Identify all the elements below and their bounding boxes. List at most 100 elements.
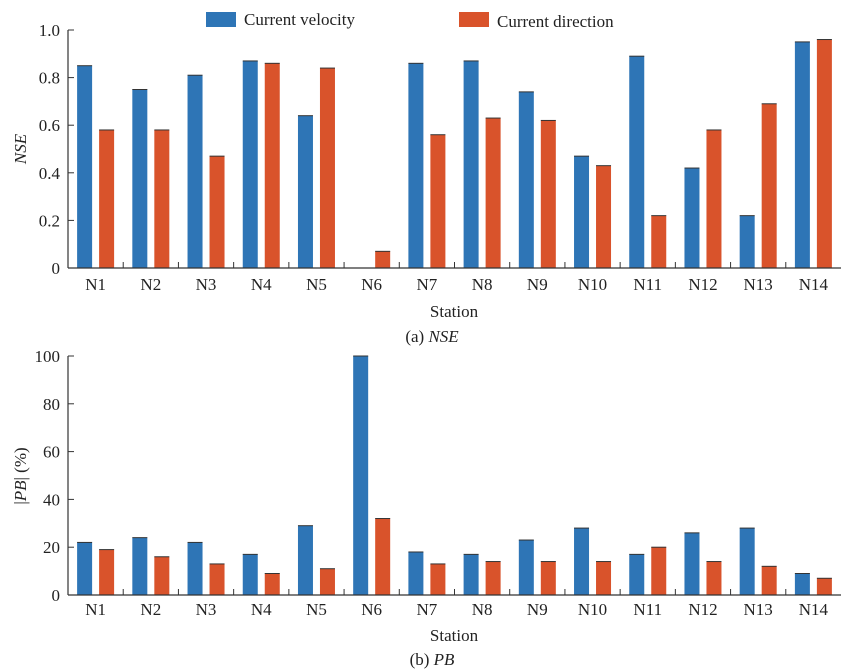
- legend-swatch-direction: [459, 12, 489, 27]
- panel-b-bar-velocity-n14: [794, 573, 810, 595]
- panel-a-x-tick-label-n11: N11: [633, 275, 662, 294]
- panel-b-bar-direction-n1: [99, 549, 115, 595]
- panel-b-bar-direction-n5: [319, 568, 335, 595]
- panel-b-y-tick-label: 40: [43, 490, 60, 509]
- panel-b-y-ticks: 0 20 40 60 80 100: [35, 347, 74, 605]
- panel-b-x-ticks: N1 N2 N3 N4 N5 N6 N7 N8 N9 N10 N11 N12 N13 N14: [85, 589, 829, 619]
- panel-a-bar-direction-n7: [430, 134, 446, 268]
- panel-a-y-tick-label: 0.8: [39, 69, 60, 88]
- panel-b-y-title-metric: PB: [11, 480, 30, 502]
- panel-a-bar-velocity-n13: [739, 215, 755, 268]
- panel-b-bar-direction-n2: [154, 556, 170, 595]
- panel-a-y-tick-label: 0: [52, 259, 61, 278]
- panel-a-bar-direction-n1: [99, 129, 115, 268]
- panel-a-y-axis-title: NSE: [11, 133, 30, 165]
- panel-b-x-tick-label-n1: N1: [85, 600, 106, 619]
- panel-b-bar-direction-n13: [761, 566, 777, 595]
- panel-a-x-axis-title: Station: [430, 302, 479, 321]
- panel-a-bar-velocity-n9: [518, 91, 534, 268]
- panel-a-y-tick-label: 0.2: [39, 211, 60, 230]
- panel-a-bar-direction-n4: [264, 63, 280, 268]
- panel-b-x-tick-label-n10: N10: [578, 600, 607, 619]
- panel-a-caption: (a) NSE: [405, 327, 459, 346]
- panel-a-y-ticks: 0 0.2 0.4 0.6 0.8 1.0: [39, 21, 74, 278]
- panel-a-x-tick-label-n6: N6: [361, 275, 382, 294]
- legend: Current velocity Current direction: [206, 10, 614, 31]
- panel-b-bar-direction-n12: [706, 561, 722, 595]
- panel-b-x-tick-label-n7: N7: [417, 600, 438, 619]
- panel-b-x-tick-label-n8: N8: [472, 600, 493, 619]
- legend-label-direction: Current direction: [497, 12, 614, 31]
- panel-b-bar-velocity-n12: [684, 532, 700, 595]
- panel-b-y-axis-title: |PB| (%): [11, 447, 30, 504]
- panel-a-y-tick-label: 0.4: [39, 164, 61, 183]
- panel-a-bar-velocity-n3: [187, 75, 203, 268]
- panel-a-bar-velocity-n8: [463, 60, 479, 268]
- panel-a-bar-direction-n2: [154, 129, 170, 268]
- panel-b-x-tick-label-n13: N13: [744, 600, 773, 619]
- panel-b-x-tick-label-n14: N14: [799, 600, 829, 619]
- panel-a-x-tick-label-n7: N7: [417, 275, 438, 294]
- panel-a-x-tick-label-n5: N5: [306, 275, 327, 294]
- panel-a-bar-direction-n8: [485, 118, 501, 268]
- panel-b-x-tick-label-n5: N5: [306, 600, 327, 619]
- panel-a-caption-metric: NSE: [427, 327, 459, 346]
- panel-b-caption: (b) PB: [410, 650, 455, 669]
- panel-b-bar-velocity-n2: [132, 537, 148, 595]
- panel-b-bar-velocity-n4: [242, 554, 258, 595]
- panel-b-x-tick-label-n3: N3: [196, 600, 217, 619]
- panel-b-bar-direction-n10: [596, 561, 612, 595]
- panel-a-x-tick-label-n13: N13: [744, 275, 773, 294]
- panel-b-bars: [77, 355, 832, 595]
- panel-b-x-axis-title: Station: [430, 626, 479, 645]
- panel-b-bar-velocity-n6: [353, 356, 369, 595]
- panel-a-x-tick-label-n2: N2: [140, 275, 161, 294]
- panel-b-bar-direction-n4: [264, 573, 280, 595]
- panel-a-bar-direction-n6: [375, 251, 391, 268]
- panel-a-y-tick-label: 1.0: [39, 21, 60, 40]
- panel-a-bar-velocity-n1: [77, 65, 93, 268]
- panel-b-bar-direction-n8: [485, 561, 501, 595]
- panel-a-x-tick-label-n14: N14: [799, 275, 829, 294]
- panel-b-y-tick-label: 20: [43, 538, 60, 557]
- panel-a-x-tick-label-n8: N8: [472, 275, 493, 294]
- panel-b-y-title-right: | (%): [11, 447, 30, 480]
- panel-b-bar-direction-n6: [375, 518, 391, 595]
- panel-a-bar-velocity-n12: [684, 168, 700, 268]
- panel-b-x-tick-label-n12: N12: [688, 600, 717, 619]
- panel-b-bar-velocity-n3: [187, 542, 203, 595]
- panel-a-bar-velocity-n4: [242, 60, 258, 268]
- panel-a-x-tick-label-n1: N1: [85, 275, 106, 294]
- panel-a-bar-velocity-n7: [408, 63, 424, 268]
- panel-a-bar-velocity-n2: [132, 89, 148, 268]
- panel-a-y-tick-label: 0.6: [39, 116, 60, 135]
- panel-b-bar-velocity-n7: [408, 551, 424, 595]
- panel-a-x-ticks: N1 N2 N3 N4 N5 N6 N7 N8 N9 N10 N11 N12 N13 N14: [85, 262, 829, 294]
- panel-a-bar-direction-n13: [761, 103, 777, 268]
- panel-a-caption-prefix: (a): [405, 327, 428, 346]
- panel-b-y-tick-label: 60: [43, 443, 60, 462]
- panel-b-bar-direction-n3: [209, 563, 225, 595]
- panel-b-bar-velocity-n13: [739, 528, 755, 595]
- panel-b-y-title-left: |: [11, 501, 30, 504]
- panel-b-y-tick-label: 0: [52, 586, 61, 605]
- panel-b-bar-direction-n11: [651, 547, 667, 595]
- panel-b-y-tick-label: 80: [43, 395, 60, 414]
- panel-a-bar-direction-n14: [816, 39, 832, 268]
- panel-b-y-tick-label: 100: [35, 347, 61, 366]
- panel-a-bar-velocity-n5: [297, 115, 313, 269]
- panel-b-bar-velocity-n8: [463, 554, 479, 595]
- panel-b-caption-metric: PB: [433, 650, 455, 669]
- panel-b-pb: 0 20 40 60 80 100 N1 N2 N3 N4 N5 N6 N7 N8 N9 N10 N11 N12…: [11, 347, 841, 669]
- panel-b-bar-velocity-n9: [518, 540, 534, 595]
- panel-a-bar-direction-n10: [596, 165, 612, 268]
- panel-a-x-tick-label-n3: N3: [196, 275, 217, 294]
- panel-b-bar-direction-n14: [816, 578, 832, 595]
- panel-b-x-tick-label-n4: N4: [251, 600, 272, 619]
- panel-b-bar-direction-n9: [540, 561, 556, 595]
- panel-a-bar-velocity-n11: [629, 56, 645, 269]
- panel-b-caption-prefix: (b): [410, 650, 434, 669]
- panel-a-bar-velocity-n10: [574, 156, 590, 268]
- panel-b-bar-direction-n7: [430, 563, 446, 595]
